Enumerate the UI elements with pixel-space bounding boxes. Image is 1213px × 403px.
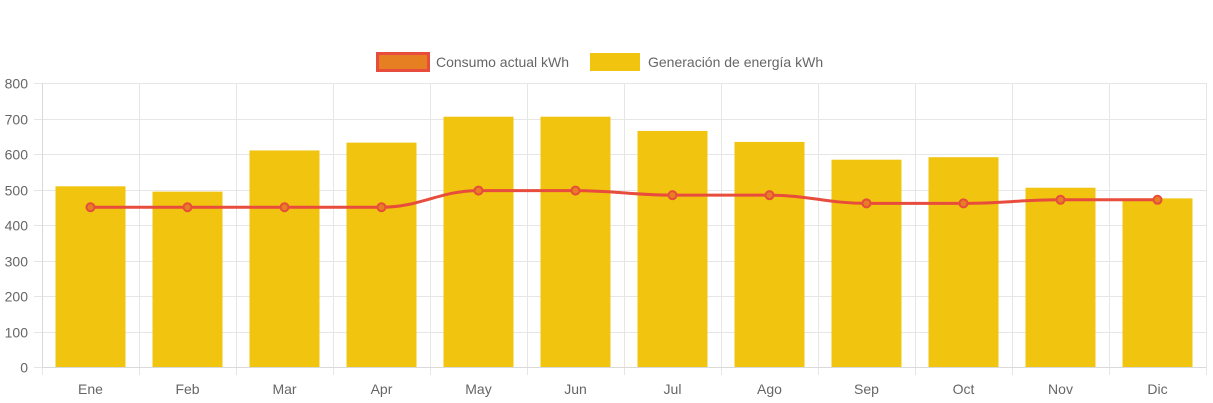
- legend-label-consumo: Consumo actual kWh: [436, 54, 569, 70]
- y-tick-label: 500: [5, 183, 29, 199]
- bar-generacion-jun[interactable]: [540, 116, 611, 367]
- point-consumo-may[interactable]: [473, 185, 484, 196]
- x-tick-label: Ago: [757, 381, 782, 397]
- point-consumo-sep[interactable]: [861, 198, 872, 209]
- line-consumo: [90, 189, 1158, 209]
- x-tick-label: May: [465, 381, 491, 397]
- bar-generacion-nov[interactable]: [1025, 187, 1096, 367]
- y-tick-label: 800: [5, 76, 29, 92]
- bar-generacion-ago[interactable]: [734, 141, 805, 367]
- bar-generacion-mar[interactable]: [249, 150, 320, 367]
- grid: [34, 83, 1207, 375]
- x-tick-label: Mar: [272, 381, 296, 397]
- bar-generacion-may[interactable]: [443, 116, 514, 367]
- y-tick-label: 100: [5, 325, 29, 341]
- x-tick-label: Oct: [953, 381, 975, 397]
- y-tick-label: 600: [5, 147, 29, 163]
- x-tick-label: Jun: [564, 381, 587, 397]
- bar-generacion-oct[interactable]: [928, 157, 999, 367]
- legend-item-generacion[interactable]: Generación de energía kWh: [590, 53, 823, 71]
- point-consumo-feb[interactable]: [182, 202, 193, 213]
- line-series: [85, 185, 1163, 213]
- bar-generacion-ene[interactable]: [55, 186, 126, 367]
- x-tick-label: Nov: [1048, 381, 1073, 397]
- y-tick-label: 700: [5, 112, 29, 128]
- point-consumo-dic[interactable]: [1152, 194, 1163, 205]
- legend[interactable]: Consumo actual kWh Generación de energía …: [376, 52, 824, 72]
- bar-generacion-jul[interactable]: [637, 130, 708, 367]
- bar-generacion-apr[interactable]: [346, 142, 417, 367]
- bar-generacion-sep[interactable]: [831, 159, 902, 367]
- axes: 0 100 200 300 400 500 600 700 800 Ene Feb Mar Apr May…: [5, 76, 1206, 397]
- point-consumo-jun[interactable]: [570, 185, 581, 196]
- y-tick-label: 300: [5, 254, 29, 270]
- point-consumo-jul[interactable]: [667, 190, 678, 201]
- y-tick-label: 400: [5, 218, 29, 234]
- point-consumo-apr[interactable]: [376, 202, 387, 213]
- legend-swatch-consumo: [376, 52, 430, 72]
- x-tick-label: Jul: [664, 381, 682, 397]
- bar-generacion-feb[interactable]: [152, 191, 223, 367]
- legend-label-generacion: Generación de energía kWh: [648, 54, 823, 70]
- bar-series: [55, 116, 1193, 367]
- y-tick-label: 200: [5, 289, 29, 305]
- point-consumo-mar[interactable]: [279, 202, 290, 213]
- point-consumo-nov[interactable]: [1055, 194, 1066, 205]
- legend-item-consumo[interactable]: Consumo actual kWh: [376, 52, 570, 72]
- legend-swatch-generacion: [590, 53, 640, 71]
- x-tick-label: Feb: [175, 381, 199, 397]
- point-consumo-ene[interactable]: [85, 202, 96, 213]
- point-consumo-ago[interactable]: [764, 190, 775, 201]
- x-tick-label: Dic: [1147, 381, 1167, 397]
- x-tick-label: Sep: [854, 381, 879, 397]
- bar-generacion-dic[interactable]: [1122, 198, 1193, 367]
- x-tick-label: Apr: [371, 381, 393, 397]
- point-consumo-oct[interactable]: [958, 198, 969, 209]
- x-tick-label: Ene: [78, 381, 103, 397]
- y-tick-label: 0: [20, 360, 28, 376]
